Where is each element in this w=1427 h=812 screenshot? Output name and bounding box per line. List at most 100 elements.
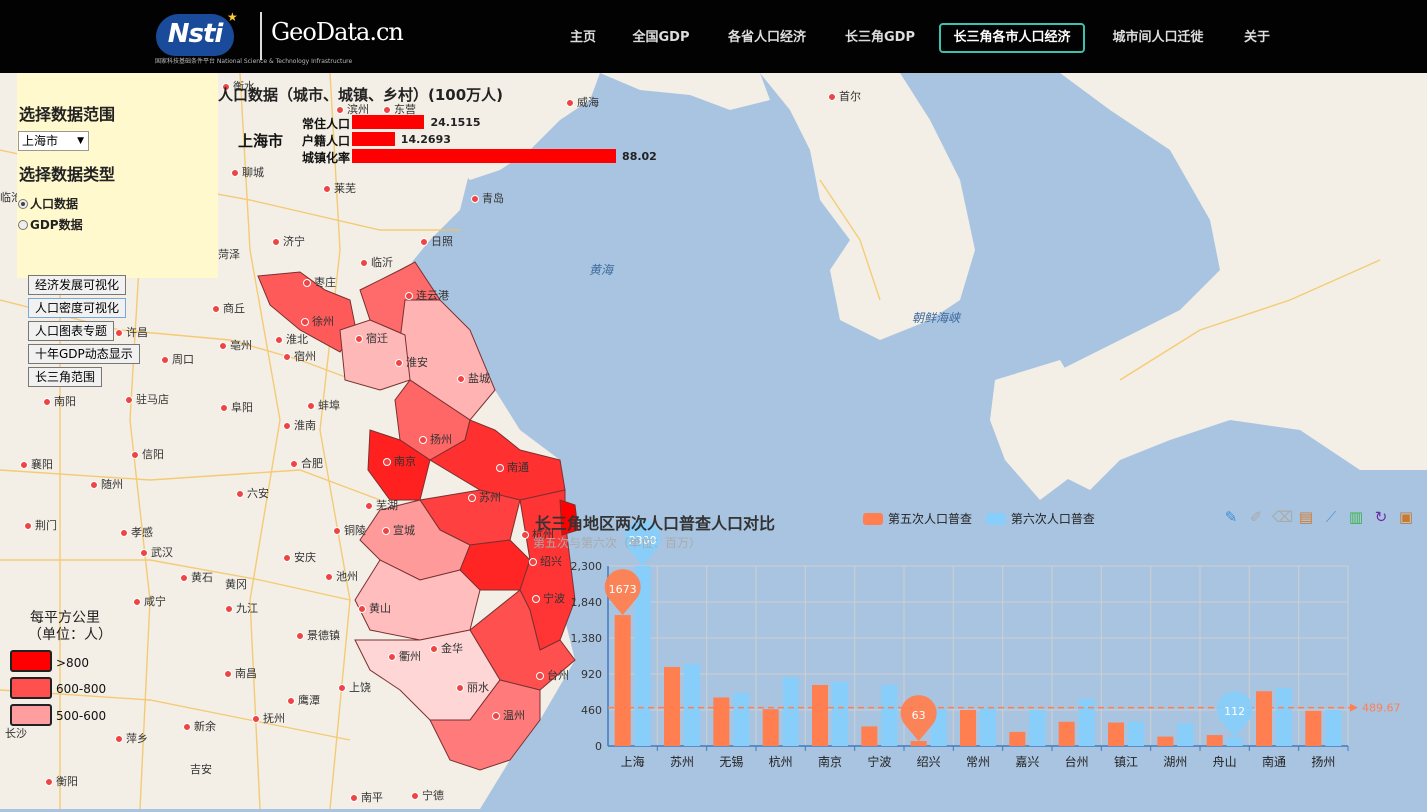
map-city-label: 青岛 (471, 190, 504, 206)
radio-unselected-icon (18, 220, 28, 230)
btn-population-charts[interactable]: 人口图表专题 (28, 321, 115, 341)
x-tick-label: 常州 (966, 755, 990, 769)
map-city-label: 淮北 (275, 331, 308, 347)
map-city-label: 合肥 (290, 455, 323, 471)
bar-census6 (733, 692, 750, 746)
markpoint-pin (900, 695, 937, 742)
map-city-label: 宁波 (532, 590, 565, 606)
map-city-label: 亳州 (219, 337, 252, 353)
legend-swatch-high (10, 650, 52, 672)
population-city: 上海市 (238, 132, 284, 150)
y-tick-label: 920 (581, 668, 602, 681)
map-city-label: 商丘 (212, 300, 245, 316)
nav-home[interactable]: 主页 (569, 30, 596, 45)
sea-label-korea-strait: 朝鲜海峡 (912, 311, 961, 325)
chart-title: 长三角地区两次人口普查人口对比 (535, 514, 776, 533)
legend-label-mid: 600-800 (56, 682, 107, 696)
bar-census5 (762, 709, 779, 746)
legend-label-high: >800 (56, 656, 89, 670)
bar-census5 (664, 666, 680, 746)
legend-swatch-low (10, 704, 52, 726)
bar-chart-icon[interactable]: ▥ (1348, 508, 1364, 526)
map-city-label: 宣城 (382, 522, 415, 538)
nav-national-gdp[interactable]: 全国GDP (632, 30, 690, 45)
btn-economy-visualization[interactable]: 经济发展可视化 (28, 275, 127, 295)
nav-yrd-city-population-economy[interactable]: 长三角各市人口经济 (939, 23, 1085, 53)
logo-subtitle: 国家科技基础条件平台 National Science & Technology… (155, 58, 353, 65)
range-title: 选择数据范围 (19, 105, 116, 124)
data-view-icon[interactable]: ▤ (1298, 508, 1314, 526)
map-city-label: 新余 (183, 718, 216, 734)
radio-gdp[interactable]: GDP数据 (18, 216, 83, 233)
type-title: 选择数据类型 (19, 165, 116, 184)
bar-census6 (1177, 723, 1194, 746)
mark-icon[interactable]: ✎ (1224, 508, 1238, 526)
map-city-label: 丽水 (456, 679, 489, 695)
mark-clear-icon[interactable]: ⌫ (1272, 508, 1294, 526)
markline-arrow (1350, 703, 1358, 712)
legend-item-census5[interactable]: 第五次人口普查 (863, 512, 972, 526)
bar-census5 (1305, 710, 1322, 746)
map-city-label: 萍乡 (115, 730, 148, 746)
line-chart-icon[interactable]: ⟋ (1325, 508, 1337, 526)
bar-census5 (910, 741, 927, 746)
map-city-label: 随州 (90, 476, 123, 492)
markpoint-label: 2300 (629, 534, 657, 547)
nav-about[interactable]: 关于 (1243, 30, 1270, 45)
legend-item-census6[interactable]: 第六次人口普查 (985, 512, 1095, 526)
control-panel: 选择数据范围 上海市 ▼ 选择数据类型 人口数据 GDP数据 (17, 73, 218, 278)
map-city-label: 淮安 (395, 354, 428, 370)
range-select[interactable]: 上海市 ▼ (18, 131, 89, 151)
map-city-label: 日照 (420, 233, 453, 249)
radio-population[interactable]: 人口数据 (18, 195, 78, 212)
nsti-logo-badge: Nsti (156, 14, 234, 56)
markpoint-pin (604, 569, 641, 616)
x-tick-label: 湖州 (1163, 754, 1187, 769)
btn-yrd-range[interactable]: 长三角范围 (28, 367, 103, 387)
chevron-down-icon: ▼ (77, 136, 84, 146)
map-city-label: 芜湖 (365, 497, 398, 513)
mark-undo-icon[interactable]: ✐ (1249, 508, 1263, 526)
nav-province-population-economy[interactable]: 各省人口经济 (727, 30, 806, 45)
range-select-value: 上海市 (22, 134, 59, 148)
markpoint-pin (1216, 691, 1253, 738)
pop-bar-registered (352, 132, 395, 146)
map-city-label: 南阳 (43, 393, 76, 409)
map-city-label: 黄石 (180, 569, 213, 585)
bar-census5 (1009, 731, 1026, 746)
site-logo[interactable]: Nsti ★ 国家科技基础条件平台 National Science & Tec… (153, 10, 404, 65)
map-city-label: 台州 (536, 667, 569, 683)
chart-legend[interactable]: 第五次人口普查 第六次人口普查 (863, 510, 1095, 527)
nav-city-migration[interactable]: 城市间人口迁徙 (1112, 30, 1204, 45)
x-tick-label: 扬州 (1311, 754, 1335, 769)
map-city-label: 黄山 (358, 600, 391, 616)
bar-census6 (881, 684, 898, 746)
bar-census6 (1325, 710, 1342, 746)
bar-census5 (1058, 721, 1075, 746)
logo-divider (260, 12, 262, 60)
map-city-label: 阜阳 (220, 399, 253, 415)
map-city-label: 滨州 (336, 101, 369, 117)
top-navigation-bar: Nsti ★ 国家科技基础条件平台 National Science & Tec… (0, 0, 1427, 73)
main-nav: 主页 全国GDP 各省人口经济 长三角GDP 长三角各市人口经济 城市间人口迁徙… (0, 0, 1427, 73)
map-city-label: 南昌 (224, 665, 257, 681)
map-city-label: 襄阳 (20, 456, 53, 472)
btn-gdp-animation[interactable]: 十年GDP动态显示 (28, 344, 140, 364)
map-city-label: 南京 (383, 453, 416, 469)
chart-toolbox: ✎ ✐ ⌫ ▤ ⟋ ▥ ↻ ▣ (1222, 508, 1422, 526)
save-image-icon[interactable]: ▣ (1398, 508, 1414, 526)
btn-density-visualization[interactable]: 人口密度可视化 (28, 298, 127, 318)
pop-label-urbanization: 城镇化率 (302, 151, 351, 165)
map-city-label: 景德镇 (296, 627, 340, 643)
refresh-icon[interactable]: ↻ (1374, 508, 1388, 526)
x-tick-label: 宁波 (867, 754, 891, 769)
map-city-label: 许昌 (115, 324, 148, 340)
pop-bar-urbanization (352, 149, 617, 163)
nav-yrd-gdp[interactable]: 长三角GDP (845, 30, 915, 45)
bar-census6 (980, 707, 996, 746)
y-tick-label: 1,840 (571, 596, 603, 609)
map-city-label: 金华 (430, 640, 463, 656)
x-tick-label: 上海 (621, 754, 645, 769)
map-city-label: 温州 (492, 707, 525, 723)
map-city-label: 临沧 (0, 191, 22, 204)
